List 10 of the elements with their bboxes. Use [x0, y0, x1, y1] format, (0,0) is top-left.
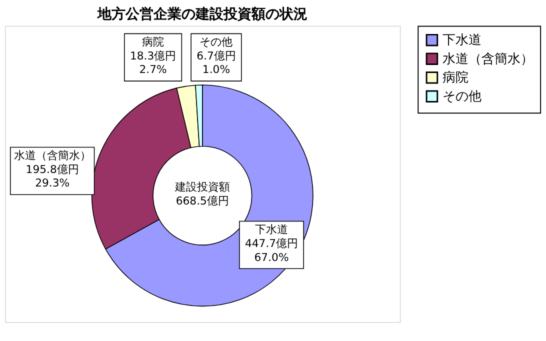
data-label: その他 6.7億円 1.0% — [196, 36, 236, 76]
legend-label: 下水道 — [442, 33, 482, 48]
data-label: 病院 18.3億円 2.7% — [130, 36, 176, 76]
legend-label: その他 — [442, 89, 482, 104]
text: 建設投資額 668.5億円 — [174, 180, 230, 208]
chart-title: 地方公営企業の建設投資額の状況 — [96, 5, 308, 22]
legend-label: 水道（含簡水） — [442, 52, 534, 67]
data-label: 水道（含簡水） 195.8億円 29.3% — [14, 149, 91, 190]
legend-label: 病院 — [442, 70, 468, 86]
data-label: 下水道 447.7億円 67.0% — [244, 223, 298, 264]
